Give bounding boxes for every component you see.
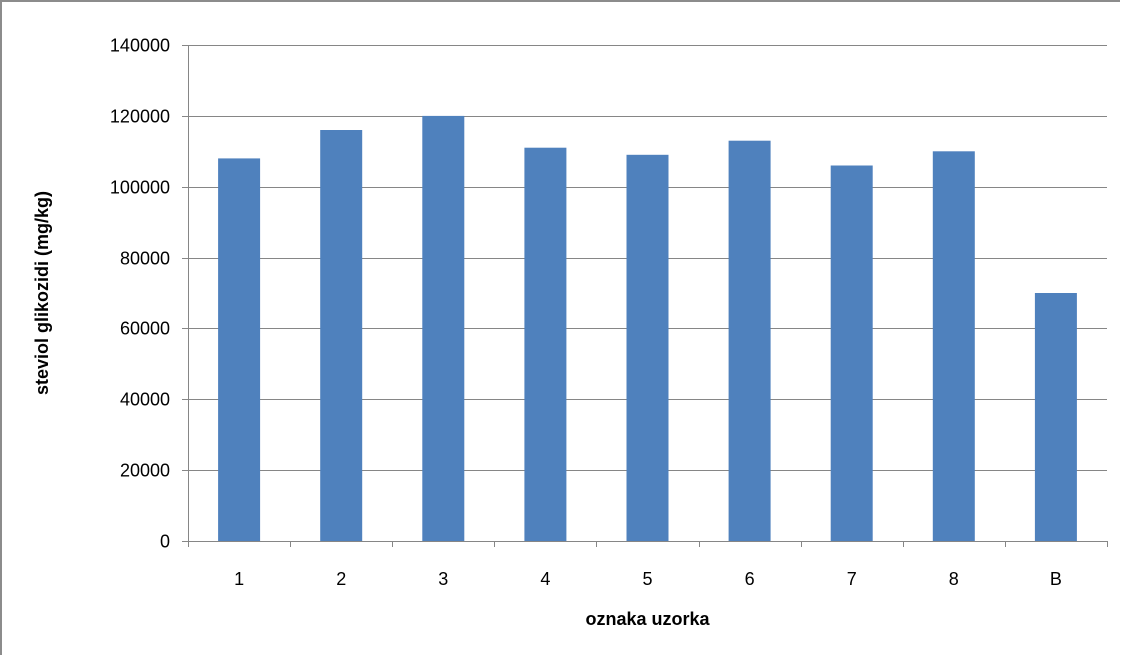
x-tick-label: 8 — [949, 569, 959, 589]
bar-3 — [422, 115, 465, 542]
x-axis-title: oznaka uzorka — [585, 609, 710, 629]
bars — [218, 115, 1077, 542]
x-tick-label: 5 — [642, 569, 652, 589]
bar-7 — [830, 165, 873, 541]
y-tick-label: 20000 — [120, 461, 170, 481]
y-tick-label: 40000 — [120, 390, 170, 410]
y-tick-label: 140000 — [110, 36, 170, 56]
x-tick-label: 7 — [847, 569, 857, 589]
x-tick-label: 2 — [336, 569, 346, 589]
x-tick-label: B — [1050, 569, 1062, 589]
bar-5 — [626, 154, 669, 542]
x-tick-label: 6 — [745, 569, 755, 589]
x-tick-label: 1 — [234, 569, 244, 589]
x-tick-label: 3 — [438, 569, 448, 589]
bar-6 — [728, 140, 771, 541]
axes — [182, 45, 1108, 547]
bar-8 — [932, 151, 975, 542]
bar-4 — [524, 147, 567, 541]
y-tick-label: 60000 — [120, 319, 170, 339]
y-axis-title: steviol glikozidi (mg/kg) — [32, 191, 52, 395]
bar-B — [1034, 293, 1077, 541]
y-tick-label: 120000 — [110, 107, 170, 127]
y-tick-label: 0 — [160, 532, 170, 552]
y-tick-label: 100000 — [110, 178, 170, 198]
bar-1 — [218, 158, 261, 541]
tick-labels: 0 20000 40000 60000 80000 100000 120000 140000 1… — [110, 36, 1062, 590]
bar-2 — [320, 130, 363, 541]
x-tick-label: 4 — [540, 569, 550, 589]
y-tick-label: 80000 — [120, 249, 170, 269]
